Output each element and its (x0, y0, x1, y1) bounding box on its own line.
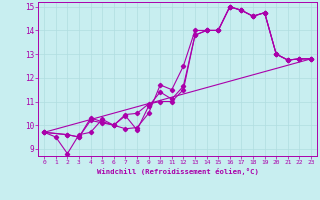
X-axis label: Windchill (Refroidissement éolien,°C): Windchill (Refroidissement éolien,°C) (97, 168, 259, 175)
